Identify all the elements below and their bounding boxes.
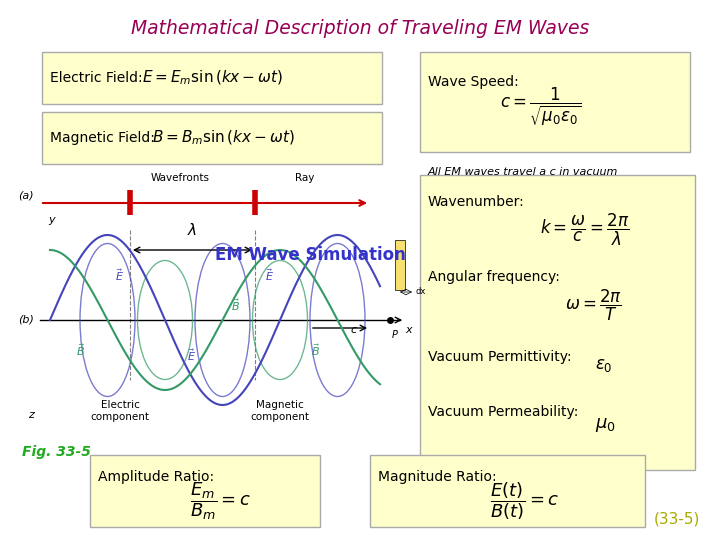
Text: $\vec{B}$: $\vec{B}$ — [310, 342, 320, 358]
Text: $\vec{B}$: $\vec{B}$ — [230, 297, 240, 313]
Text: Fig. 33-5: Fig. 33-5 — [22, 445, 91, 459]
Text: c: c — [350, 325, 356, 335]
Text: $\dfrac{E(t)}{B(t)} = c$: $\dfrac{E(t)}{B(t)} = c$ — [490, 480, 559, 522]
FancyBboxPatch shape — [42, 112, 382, 164]
Text: P: P — [392, 330, 398, 340]
Text: x: x — [405, 325, 412, 335]
Text: $\vec{B}$: $\vec{B}$ — [76, 342, 84, 358]
Text: $c = \dfrac{1}{\sqrt{\mu_0\varepsilon_0}}$: $c = \dfrac{1}{\sqrt{\mu_0\varepsilon_0}… — [500, 86, 581, 128]
Text: $\mu_0$: $\mu_0$ — [595, 416, 616, 434]
Text: All EM waves travel a c in vacuum: All EM waves travel a c in vacuum — [428, 167, 618, 177]
Text: $E = E_m \sin\left(kx - \omega t\right)$: $E = E_m \sin\left(kx - \omega t\right)$ — [142, 69, 283, 87]
Text: Amplitude Ratio:: Amplitude Ratio: — [98, 470, 214, 484]
Text: (33-5): (33-5) — [654, 512, 700, 527]
Text: $B = B_m \sin\left(kx - \omega t\right)$: $B = B_m \sin\left(kx - \omega t\right)$ — [152, 129, 294, 147]
Text: $\vec{E}$: $\vec{E}$ — [115, 267, 125, 283]
Text: z: z — [28, 410, 34, 420]
FancyBboxPatch shape — [370, 455, 645, 527]
FancyBboxPatch shape — [395, 240, 405, 290]
Text: Wavefronts: Wavefronts — [150, 173, 210, 183]
Text: Magnetic
component: Magnetic component — [251, 400, 310, 422]
FancyBboxPatch shape — [420, 175, 695, 470]
Text: $\lambda$: $\lambda$ — [187, 222, 197, 238]
Text: Vacuum Permeability:: Vacuum Permeability: — [428, 405, 578, 419]
Text: $\vec{E}$: $\vec{E}$ — [266, 267, 274, 283]
Text: Ray: Ray — [295, 173, 315, 183]
Text: Magnetic Field:: Magnetic Field: — [50, 131, 155, 145]
Text: Magnitude Ratio:: Magnitude Ratio: — [378, 470, 497, 484]
FancyBboxPatch shape — [42, 52, 382, 104]
Text: Wave Speed:: Wave Speed: — [428, 75, 518, 89]
FancyBboxPatch shape — [90, 455, 320, 527]
FancyBboxPatch shape — [420, 52, 690, 152]
Text: $\varepsilon_0$: $\varepsilon_0$ — [595, 356, 613, 374]
Text: Wavenumber:: Wavenumber: — [428, 195, 525, 209]
Text: dx: dx — [416, 287, 426, 296]
Text: $\omega = \dfrac{2\pi}{T}$: $\omega = \dfrac{2\pi}{T}$ — [565, 287, 622, 322]
Text: Electric
component: Electric component — [91, 400, 150, 422]
Text: Mathematical Description of Traveling EM Waves: Mathematical Description of Traveling EM… — [131, 18, 589, 37]
Text: $k = \dfrac{\omega}{c} = \dfrac{2\pi}{\lambda}$: $k = \dfrac{\omega}{c} = \dfrac{2\pi}{\l… — [540, 212, 629, 248]
Text: Electric Field:: Electric Field: — [50, 71, 143, 85]
Text: (b): (b) — [18, 315, 34, 325]
Text: y: y — [48, 215, 55, 225]
Text: Vacuum Permittivity:: Vacuum Permittivity: — [428, 350, 572, 364]
Text: (a): (a) — [18, 190, 34, 200]
Text: $\vec{E}$: $\vec{E}$ — [187, 347, 197, 363]
Text: Angular frequency:: Angular frequency: — [428, 270, 560, 284]
Text: EM Wave Simulation: EM Wave Simulation — [215, 246, 405, 264]
Text: $\dfrac{E_m}{B_m} = c$: $\dfrac{E_m}{B_m} = c$ — [190, 480, 251, 522]
